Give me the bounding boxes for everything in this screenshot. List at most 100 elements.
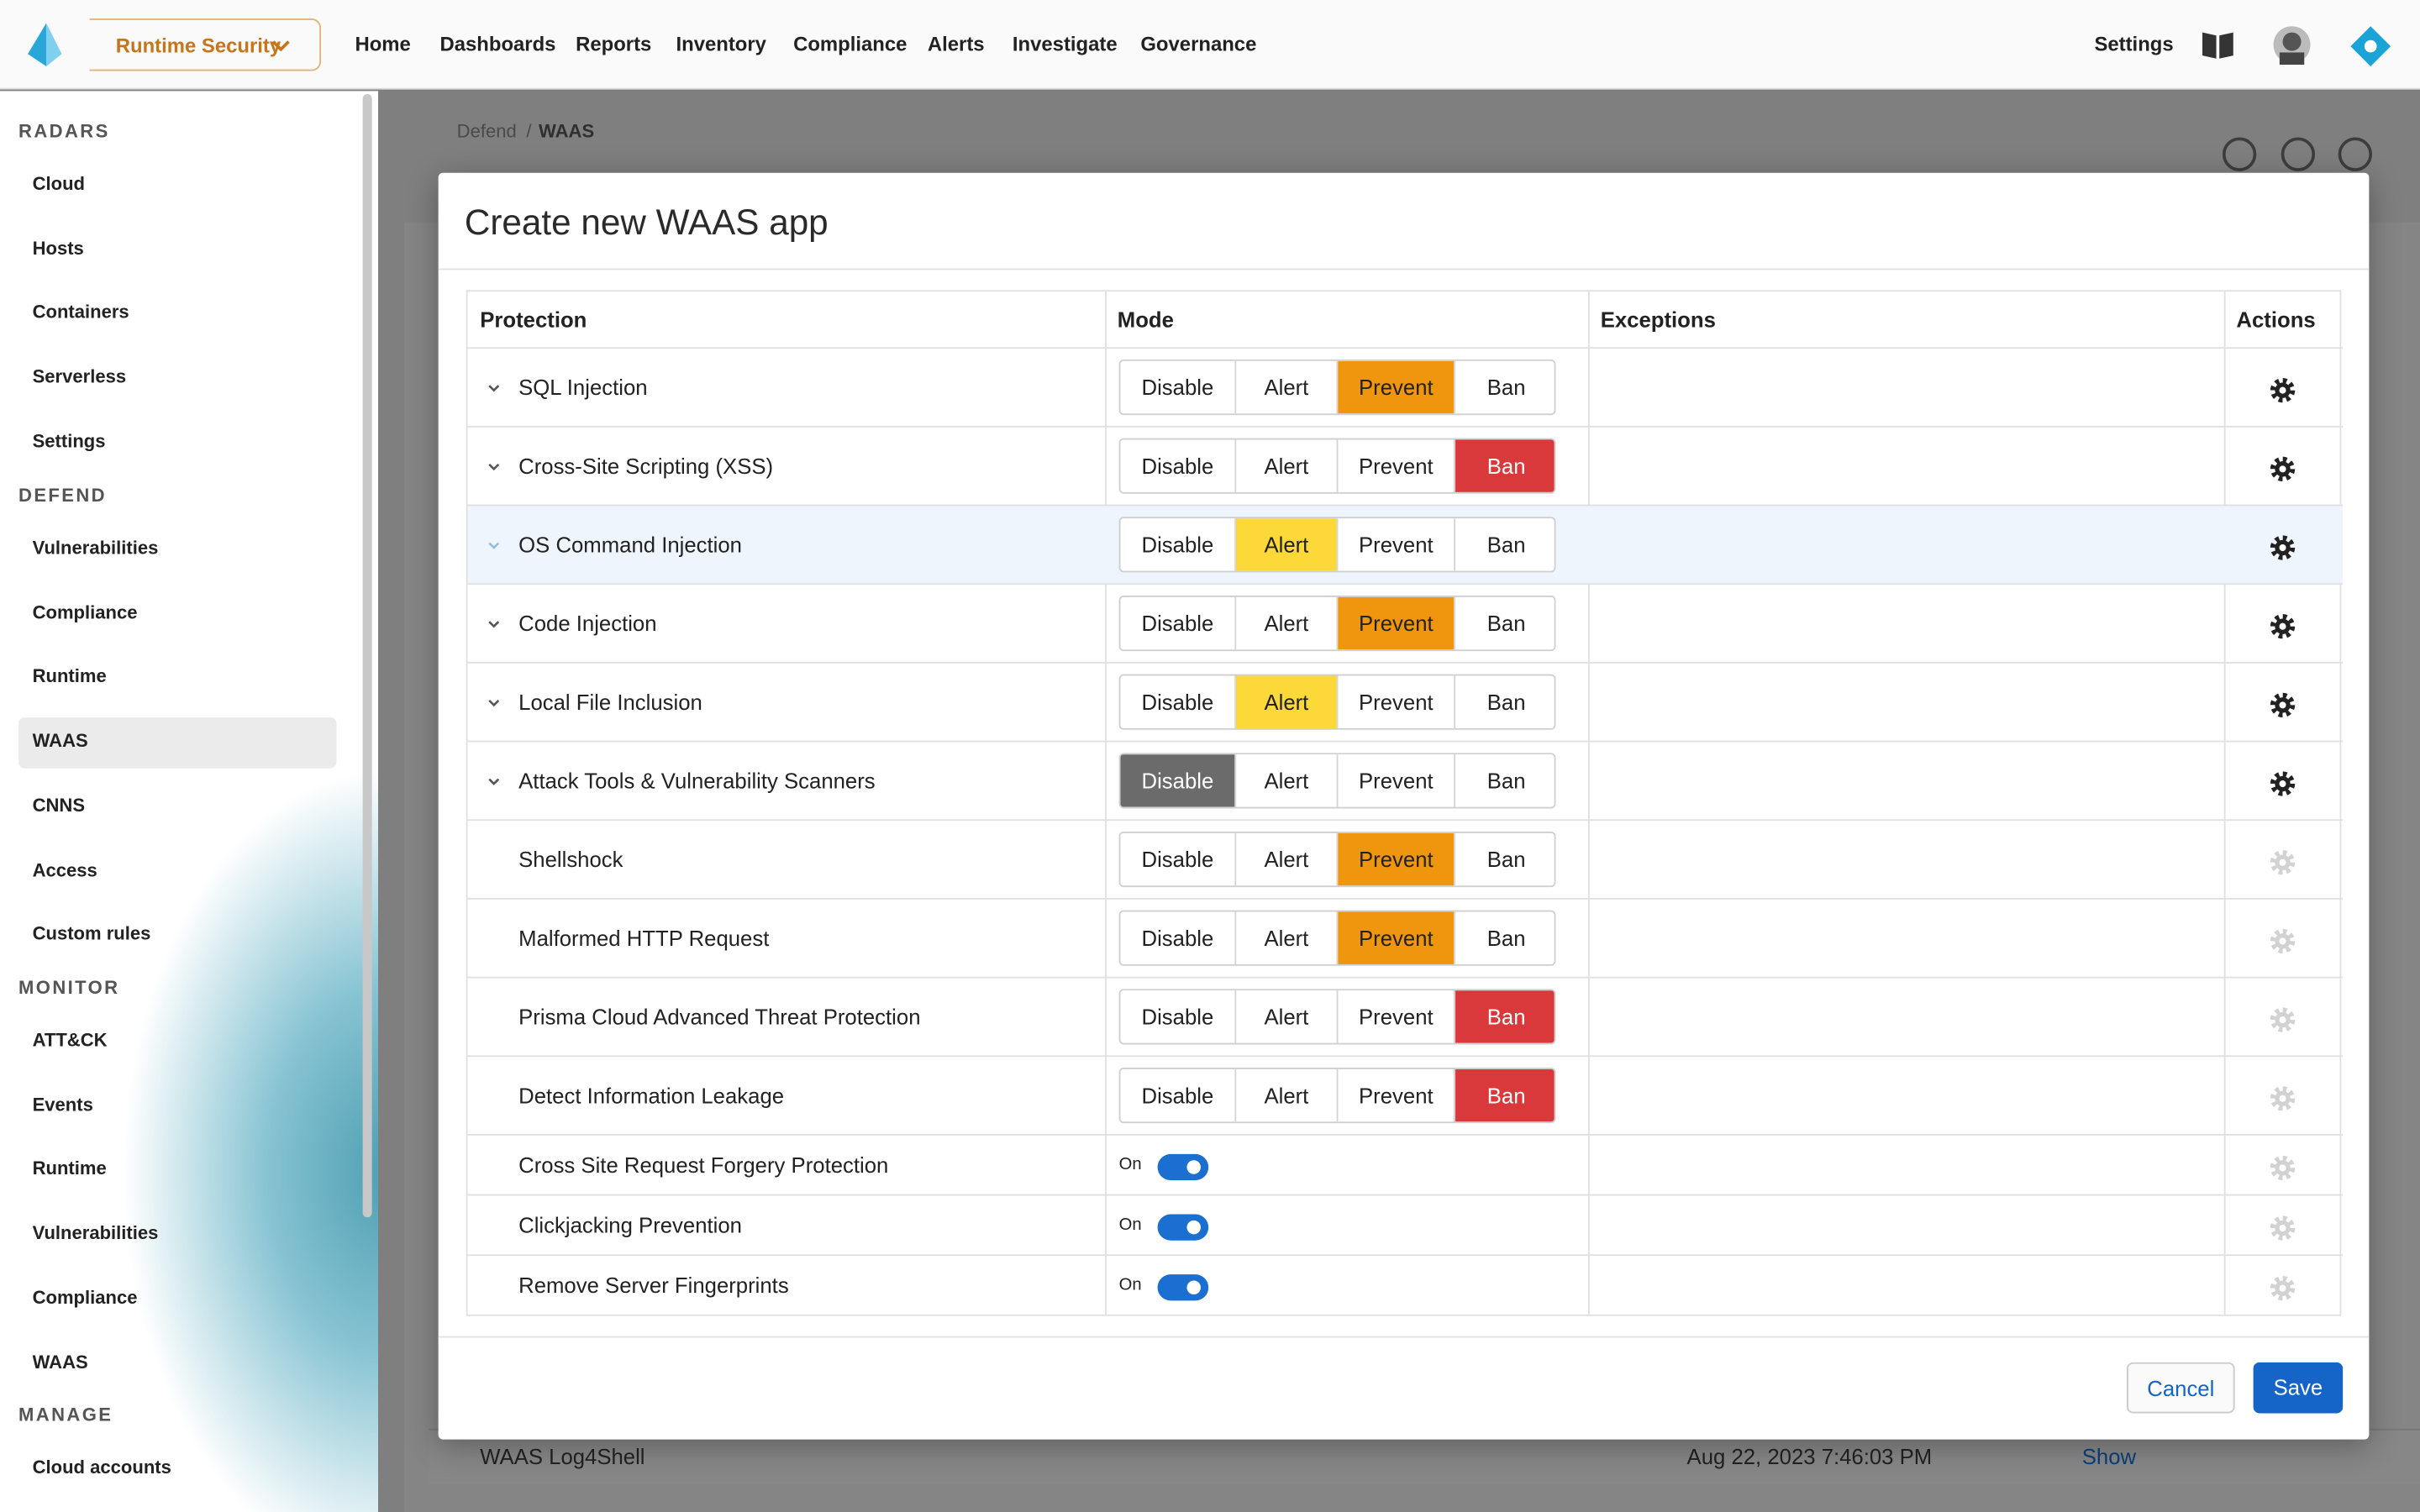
sidebar-item[interactable]: WAAS	[32, 1351, 88, 1373]
header-icon[interactable]	[2338, 137, 2373, 171]
mode-option[interactable]: Prevent	[1336, 675, 1455, 728]
expand-chevron[interactable]	[487, 539, 502, 552]
settings-gear[interactable]	[2269, 769, 2296, 797]
mode-option[interactable]: Disable	[1120, 911, 1235, 964]
sidebar-item[interactable]: Vulnerabilities	[32, 537, 159, 559]
nav-link[interactable]: Home	[355, 32, 411, 56]
save-button[interactable]: Save	[2253, 1362, 2344, 1414]
mode-option[interactable]: Ban	[1454, 596, 1555, 650]
mode-option[interactable]: Alert	[1234, 832, 1337, 886]
docs-icon[interactable]	[2201, 28, 2234, 61]
mode-option[interactable]: Disable	[1120, 990, 1235, 1043]
expand-chevron[interactable]	[487, 460, 502, 473]
nav-link[interactable]: Reports	[576, 32, 652, 56]
sidebar-item[interactable]: CNNS	[32, 794, 86, 816]
toggle-switch[interactable]	[1157, 1152, 1209, 1180]
mode-option[interactable]: Ban	[1454, 518, 1555, 571]
toggle-label: On	[1118, 1275, 1142, 1294]
mode-label: Alert	[1264, 768, 1309, 794]
mode-option[interactable]: Ban	[1454, 911, 1555, 964]
bg-row-link[interactable]: Show	[2081, 1444, 2137, 1469]
sidebar-item[interactable]: Containers	[32, 301, 129, 323]
expand-chevron[interactable]	[487, 696, 502, 709]
sidebar-item[interactable]: Compliance	[32, 601, 138, 623]
mode-option[interactable]: Ban	[1454, 1068, 1555, 1122]
sidebar-item[interactable]: WAAS	[32, 729, 88, 752]
header-icon[interactable]	[2281, 137, 2316, 171]
mode-label: Ban	[1486, 768, 1526, 794]
mode-option[interactable]: Prevent	[1336, 754, 1455, 807]
mode-option[interactable]: Alert	[1234, 439, 1337, 492]
mode-option[interactable]: Alert	[1234, 911, 1337, 964]
mode-option[interactable]: Alert	[1234, 754, 1337, 807]
app-icon[interactable]	[2349, 24, 2392, 67]
mode-option[interactable]: Prevent	[1336, 518, 1455, 571]
product-switcher[interactable]: Runtime Security	[89, 18, 322, 71]
mode-option[interactable]: Ban	[1454, 754, 1555, 807]
mode-option[interactable]: Ban	[1454, 832, 1555, 886]
nav-link[interactable]: Compliance	[793, 32, 908, 56]
settings-gear[interactable]	[2269, 690, 2296, 718]
avatar[interactable]	[2272, 24, 2312, 66]
mode-option[interactable]: Disable	[1120, 439, 1235, 492]
mode-option[interactable]: Disable	[1120, 675, 1235, 728]
sidebar-item[interactable]: Settings	[32, 430, 106, 452]
mode-option[interactable]: Disable	[1120, 832, 1235, 886]
settings-gear[interactable]	[2269, 533, 2296, 561]
mode-option[interactable]: Prevent	[1336, 832, 1455, 886]
mode-option[interactable]: Disable	[1120, 754, 1235, 807]
sidebar-item[interactable]: Cloud accounts	[32, 1456, 171, 1478]
sidebar-item[interactable]: Vulnerabilities	[32, 1221, 159, 1244]
expand-chevron[interactable]	[487, 382, 502, 395]
sidebar-item[interactable]: Runtime	[32, 665, 107, 688]
mode-option[interactable]: Disable	[1120, 360, 1235, 414]
sidebar-item[interactable]: ATT&CK	[32, 1029, 108, 1051]
nav-link[interactable]: Governance	[1140, 32, 1257, 56]
mode-option[interactable]: Disable	[1120, 596, 1235, 650]
mode-option[interactable]: Prevent	[1336, 911, 1455, 964]
mode-option[interactable]: Ban	[1454, 439, 1555, 492]
sidebar-item[interactable]: Cloud	[32, 172, 86, 195]
mode-option[interactable]: Prevent	[1336, 439, 1455, 492]
mode-option[interactable]: Alert	[1234, 518, 1337, 571]
expand-chevron[interactable]	[487, 618, 502, 631]
header-icon[interactable]	[2222, 137, 2257, 171]
settings-gear[interactable]	[2269, 454, 2296, 482]
mode-option[interactable]: Disable	[1120, 1068, 1235, 1122]
sidebar-item[interactable]: Serverless	[32, 365, 127, 388]
sidebar-item[interactable]: Runtime	[32, 1158, 107, 1179]
sidebar-item[interactable]: Compliance	[32, 1286, 138, 1309]
mode-option[interactable]: Prevent	[1336, 990, 1455, 1043]
mode-option[interactable]: Alert	[1234, 990, 1337, 1043]
sidebar-item[interactable]: Custom rules	[32, 922, 151, 945]
nav-link[interactable]: Investigate	[1012, 32, 1118, 56]
mode-option[interactable]: Prevent	[1336, 1068, 1455, 1122]
nav-link[interactable]: Inventory	[676, 32, 766, 56]
toggle-switch[interactable]	[1157, 1273, 1209, 1300]
breadcrumb-parent[interactable]: Defend	[456, 120, 517, 142]
nav-link[interactable]: Alerts	[927, 32, 985, 56]
protection-name: Prisma Cloud Advanced Threat Protection	[518, 1003, 921, 1029]
mode-option[interactable]: Disable	[1120, 518, 1235, 571]
nav-link[interactable]: Dashboards	[439, 32, 556, 56]
mode-option[interactable]: Alert	[1234, 596, 1337, 650]
table-row: Local File Inclusion Disable Alert Prevent B…	[467, 661, 2344, 741]
mode-option[interactable]: Alert	[1234, 675, 1337, 728]
mode-label: Ban	[1486, 532, 1526, 558]
sidebar-item[interactable]: Access	[32, 858, 97, 880]
mode-option[interactable]: Ban	[1454, 675, 1555, 728]
mode-option[interactable]: Ban	[1454, 360, 1555, 414]
mode-option[interactable]: Prevent	[1336, 596, 1455, 650]
expand-chevron[interactable]	[487, 775, 502, 788]
settings-link[interactable]: Settings	[2094, 32, 2174, 56]
mode-option[interactable]: Alert	[1234, 1068, 1337, 1122]
sidebar-item[interactable]: Hosts	[32, 237, 84, 259]
mode-option[interactable]: Alert	[1234, 360, 1337, 414]
settings-gear[interactable]	[2269, 375, 2296, 403]
cancel-button[interactable]: Cancel	[2127, 1362, 2235, 1414]
toggle-switch[interactable]	[1157, 1213, 1209, 1240]
settings-gear[interactable]	[2269, 612, 2296, 639]
sidebar-item[interactable]: Events	[32, 1093, 93, 1116]
mode-option[interactable]: Ban	[1454, 990, 1555, 1043]
mode-option[interactable]: Prevent	[1336, 360, 1455, 414]
